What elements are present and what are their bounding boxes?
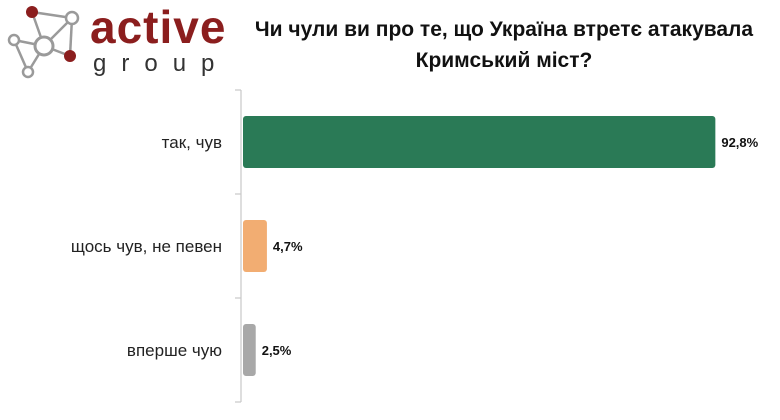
logo-brand-subtitle: group (93, 50, 230, 77)
bar (243, 116, 716, 168)
category-label: щось чув, не певен (71, 237, 222, 256)
chart-title: Чи чули ви про те, що Україна втретє ата… (254, 18, 754, 72)
bar (243, 220, 267, 272)
value-label: 92,8% (721, 135, 758, 150)
category-label: так, чув (162, 133, 222, 152)
logo-brand-name: active (90, 1, 227, 53)
category-label: вперше чую (127, 341, 222, 360)
value-label: 4,7% (273, 239, 303, 254)
bar (243, 324, 256, 376)
network-logo-icon (7, 6, 80, 79)
logo: active group (0, 0, 230, 90)
value-label: 2,5% (262, 343, 292, 358)
